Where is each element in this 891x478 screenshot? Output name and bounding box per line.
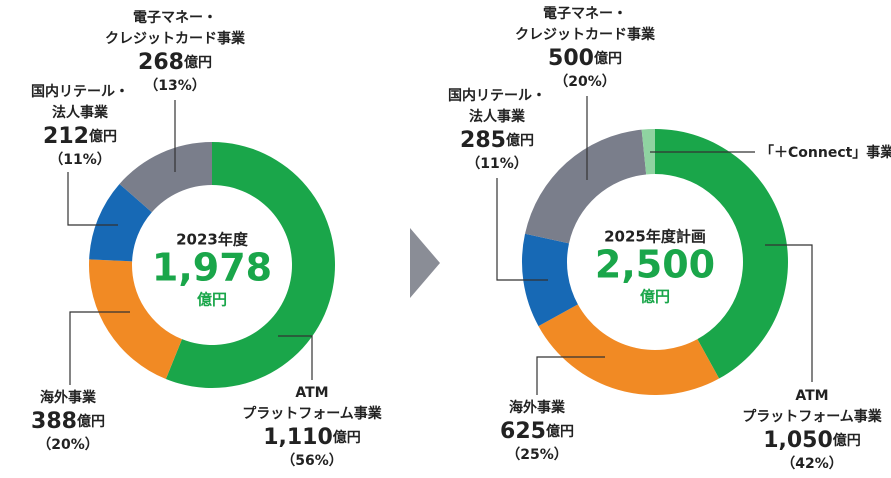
donut-segment [641, 129, 655, 175]
category-label: 電子マネー・ [133, 9, 217, 26]
share-label: （56%） [281, 453, 343, 469]
share-label: （20%） [554, 74, 616, 90]
value-label: 388億円 [31, 409, 105, 434]
value-number: 285 [460, 128, 506, 153]
value-number: 500 [548, 46, 594, 71]
share-label: （11%） [466, 156, 528, 172]
donut-segment [89, 259, 183, 380]
value-number: 268 [138, 50, 184, 75]
leader-line [765, 244, 813, 382]
center-total: 2,500 [595, 243, 715, 287]
value-number: 388 [31, 409, 77, 434]
category-label: ATM [795, 388, 828, 404]
value-unit: 億円 [546, 423, 574, 440]
leader-line [536, 356, 605, 395]
category-label: 国内リテール・ [448, 87, 546, 104]
leader-line [278, 335, 313, 380]
category-label: クレジットカード事業 [515, 26, 656, 43]
value-label: 625億円 [500, 419, 574, 444]
center-title: 2023年度 [176, 231, 249, 249]
category-label: 国内リテール・ [31, 83, 129, 100]
share-label: （20%） [37, 437, 99, 453]
value-number: 212 [43, 124, 89, 149]
value-unit: 億円 [506, 132, 534, 149]
donut-segment [119, 142, 212, 213]
donut-segment [525, 129, 647, 244]
arrow [410, 228, 440, 298]
share-label: （13%） [144, 78, 206, 94]
value-number: 1,110 [263, 425, 333, 450]
value-unit: 億円 [89, 128, 117, 145]
category-label: プラットフォーム事業 [242, 405, 383, 422]
leader-line [496, 178, 548, 281]
share-label: （25%） [506, 447, 568, 463]
value-unit: 億円 [184, 54, 212, 71]
value-unit: 億円 [594, 50, 622, 67]
category-label: 法人事業 [469, 108, 526, 125]
center-title: 2025年度計画 [604, 228, 706, 246]
center-unit: 億円 [197, 291, 227, 309]
category-label: クレジットカード事業 [105, 30, 246, 47]
center-unit: 億円 [640, 288, 670, 306]
value-number: 625 [500, 419, 546, 444]
value-unit: 億円 [833, 432, 861, 449]
category-label: 海外事業 [40, 389, 97, 406]
donut-segment [89, 183, 152, 262]
share-label: （11%） [49, 152, 111, 168]
category-label: 海外事業 [509, 399, 566, 416]
donut-segment [522, 233, 578, 327]
value-label: 500億円 [548, 46, 622, 71]
value-label: 1,110億円 [263, 425, 361, 450]
category-label: 法人事業 [52, 104, 109, 121]
leader-line [69, 311, 130, 385]
share-label: （42%） [781, 456, 843, 472]
category-label: プラットフォーム事業 [742, 408, 883, 425]
category-label: 電子マネー・ [543, 5, 627, 22]
donut-segment [538, 304, 720, 396]
category-label: ATM [295, 385, 328, 401]
value-unit: 億円 [77, 413, 105, 430]
value-label: 268億円 [138, 50, 212, 75]
leader-line [67, 172, 118, 226]
value-unit: 億円 [333, 429, 361, 446]
center-total: 1,978 [152, 246, 272, 290]
value-label: 212億円 [43, 124, 117, 149]
value-label: 285億円 [460, 128, 534, 153]
value-number: 1,050 [763, 428, 833, 453]
donut-segment [655, 129, 788, 379]
category-label: 「＋Connect」事業 [760, 144, 891, 161]
donut-segment [165, 142, 335, 389]
value-label: 1,050億円 [763, 428, 861, 453]
